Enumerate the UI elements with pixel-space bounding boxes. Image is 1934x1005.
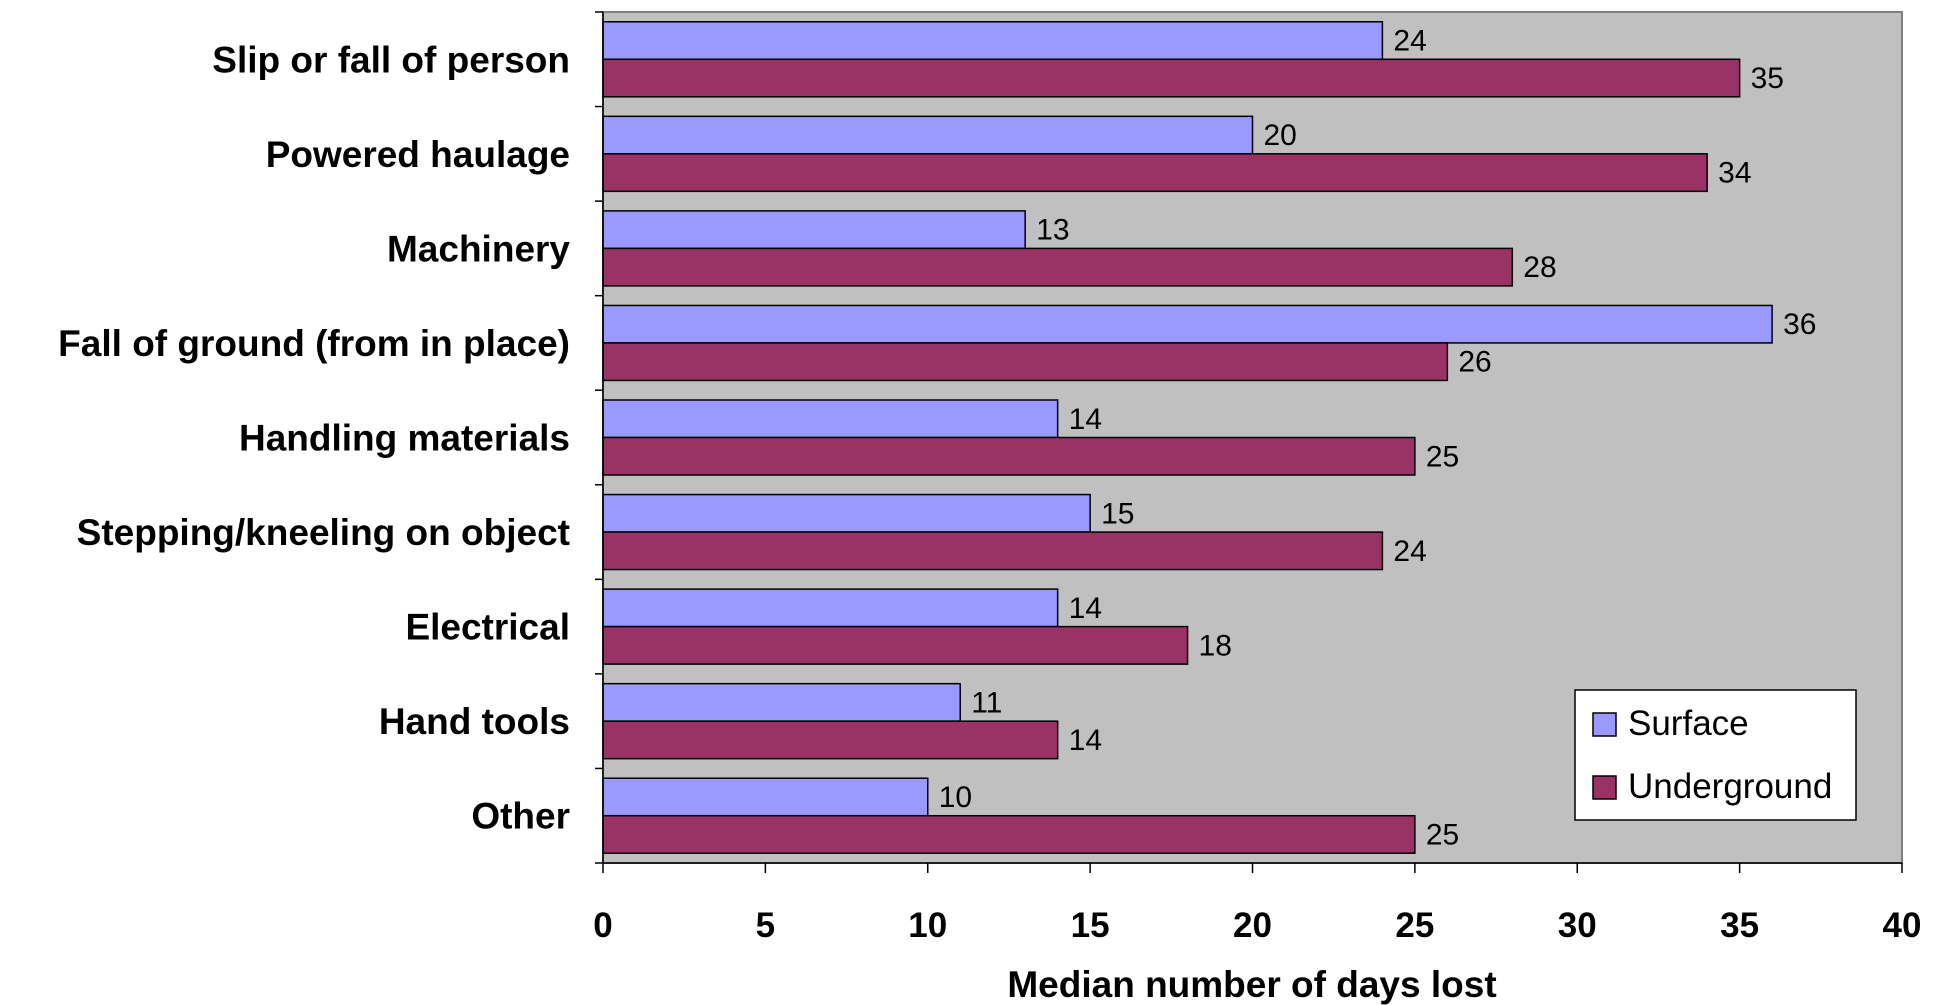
x-tick-label-20: 20 <box>1233 906 1272 945</box>
data-label-underground-powered-haulage: 34 <box>1718 157 1751 190</box>
category-label-electrical: Electrical <box>405 607 570 648</box>
data-label-underground-machinery: 28 <box>1523 251 1556 284</box>
data-label-underground-stepping-kneeling-on-object: 24 <box>1393 535 1426 568</box>
category-label-machinery: Machinery <box>387 228 570 269</box>
bar-surface-electrical <box>602 588 1059 628</box>
data-label-surface-handling-materials: 14 <box>1069 403 1102 436</box>
data-label-underground-slip-or-fall-of-person: 35 <box>1751 62 1784 95</box>
axis-layer <box>595 11 1903 873</box>
x-tick-label-5: 5 <box>756 906 775 945</box>
category-label-powered-haulage: Powered haulage <box>266 134 570 175</box>
category-label-slip-or-fall-of-person: Slip or fall of person <box>212 39 570 80</box>
data-label-underground-fall-of-ground-from-in-place: 26 <box>1458 346 1491 379</box>
bar-surface-slip-or-fall-of-person <box>602 21 1384 61</box>
bar-underground-other <box>602 814 1416 854</box>
bar-underground-machinery <box>602 247 1514 287</box>
x-tick-label-10: 10 <box>908 906 947 945</box>
bar-surface-hand-tools <box>602 682 961 722</box>
bar-surface-powered-haulage <box>602 115 1254 155</box>
data-label-surface-stepping-kneeling-on-object: 15 <box>1101 497 1134 530</box>
bar-underground-handling-materials <box>602 436 1416 476</box>
category-label-fall-of-ground-from-in-place: Fall of ground (from in place) <box>58 323 570 364</box>
x-tick-label-0: 0 <box>593 906 612 945</box>
data-label-surface-fall-of-ground-from-in-place: 36 <box>1783 308 1816 341</box>
category-label-hand-tools: Hand tools <box>379 701 570 742</box>
legend: Surface Underground <box>1574 689 1857 821</box>
bar-surface-handling-materials <box>602 399 1059 439</box>
x-axis-title: Median number of days lost <box>1007 964 1496 1005</box>
legend-label-surface: Surface <box>1628 704 1749 743</box>
legend-label-underground: Underground <box>1628 767 1832 806</box>
bar-underground-fall-of-ground-from-in-place <box>602 342 1449 382</box>
bar-underground-hand-tools <box>602 720 1059 760</box>
data-label-surface-hand-tools: 11 <box>971 686 1002 719</box>
data-label-underground-handling-materials: 25 <box>1426 440 1459 473</box>
data-label-underground-hand-tools: 14 <box>1069 724 1102 757</box>
bar-surface-stepping-kneeling-on-object <box>602 493 1091 533</box>
legend-swatch-surface <box>1592 712 1617 737</box>
data-label-surface-electrical: 14 <box>1069 592 1102 625</box>
bar-surface-fall-of-ground-from-in-place <box>602 304 1773 344</box>
x-tick-label-30: 30 <box>1558 906 1597 945</box>
legend-swatch-underground <box>1592 775 1617 800</box>
category-label-other: Other <box>471 796 570 837</box>
data-label-surface-machinery: 13 <box>1036 214 1069 247</box>
labels-layer: 24 35 Slip or fall of person 20 34 Powered ha… <box>58 25 1921 945</box>
x-tick-label-25: 25 <box>1395 906 1434 945</box>
bar-underground-electrical <box>602 625 1189 665</box>
x-tick-label-15: 15 <box>1071 906 1110 945</box>
bar-surface-other <box>602 777 929 817</box>
data-label-surface-other: 10 <box>939 781 972 814</box>
x-tick-label-40: 40 <box>1883 906 1922 945</box>
bar-underground-powered-haulage <box>602 153 1708 193</box>
legend-box <box>1574 689 1857 821</box>
x-tick-label-35: 35 <box>1720 906 1759 945</box>
bar-underground-stepping-kneeling-on-object <box>602 531 1384 571</box>
bars-layer <box>602 21 1773 854</box>
category-label-stepping-kneeling-on-object: Stepping/kneeling on object <box>77 512 570 553</box>
data-label-surface-powered-haulage: 20 <box>1264 119 1297 152</box>
bar-underground-slip-or-fall-of-person <box>602 58 1741 98</box>
data-label-surface-slip-or-fall-of-person: 24 <box>1393 25 1426 58</box>
data-label-underground-electrical: 18 <box>1199 629 1232 662</box>
data-label-underground-other: 25 <box>1426 818 1459 851</box>
category-label-handling-materials: Handling materials <box>239 418 570 459</box>
bar-surface-machinery <box>602 210 1026 250</box>
